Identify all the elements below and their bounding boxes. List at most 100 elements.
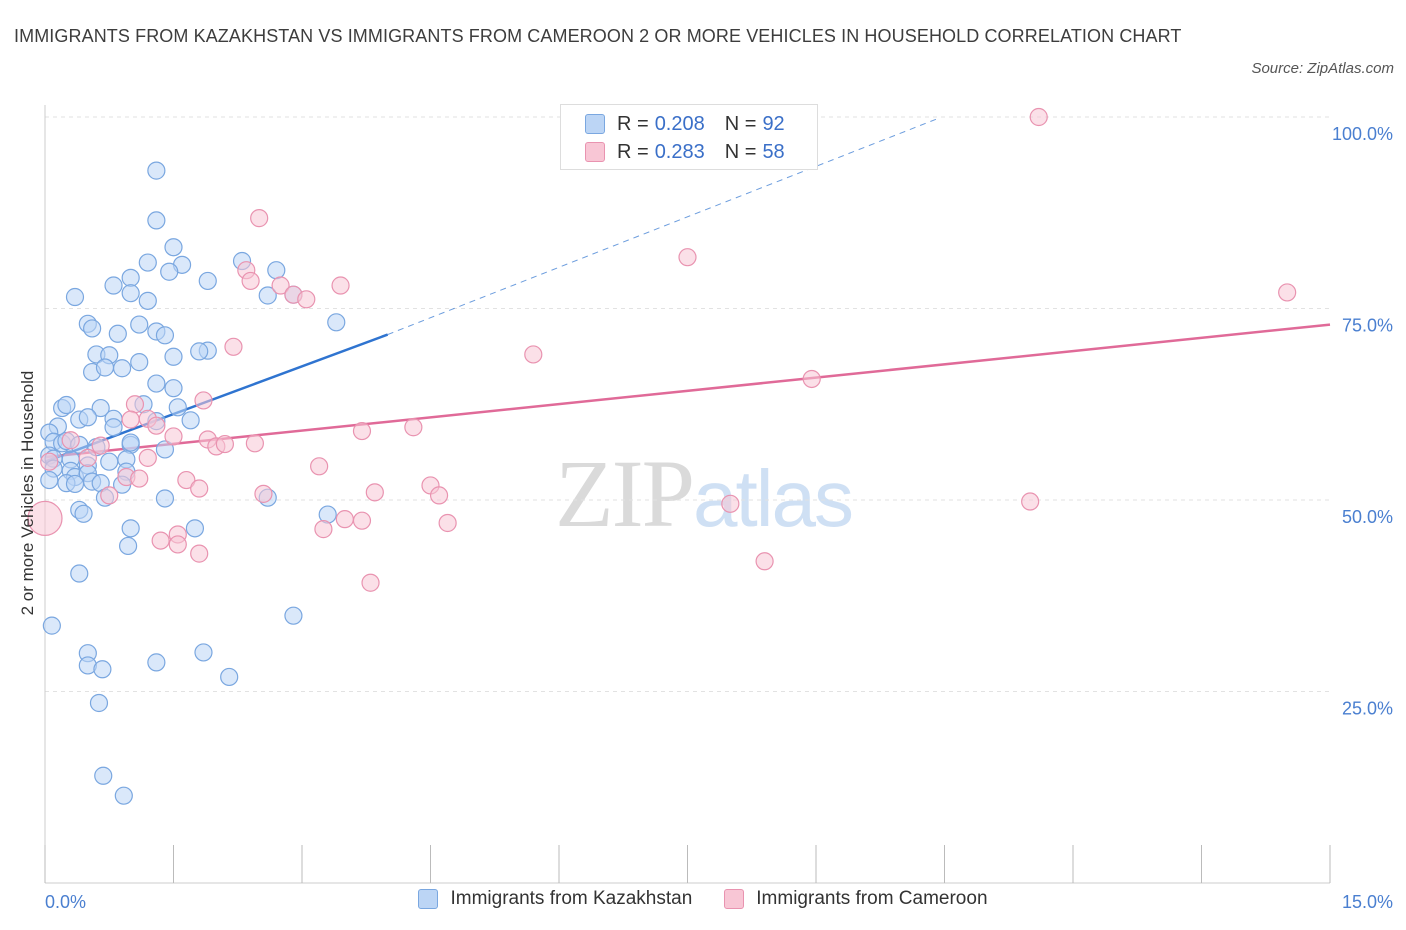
point-cameroon [245,434,264,453]
point-cameroon [164,427,183,446]
point-kazakhstan [114,786,133,805]
point-kazakhstan [40,470,59,490]
y-tick-label: 100.0% [1332,124,1393,144]
point-kazakhstan [198,271,217,291]
point-cameroon [241,271,260,291]
legend-swatch-kazakhstan [585,114,605,134]
point-kazakhstan [104,276,123,295]
y-tick-label: 75.0% [1342,316,1393,336]
legend-n-label: N = [724,140,757,163]
point-kazakhstan [91,398,110,418]
trend-line-cameroon [44,323,1331,459]
x-tick-label: 15.0% [1342,892,1393,912]
point-cameroon [130,469,149,488]
point-cameroon [310,457,329,476]
point-kazakhstan [185,519,205,538]
legend-n-value: 58 [762,140,785,163]
legend-r-value: 0.283 [654,140,705,163]
point-kazakhstan [118,536,138,556]
legend-row-kazakhstan: R = 0.208 N = 92 [585,111,785,137]
legend-row-cameroon: R = 0.283 N = 58 [585,139,785,165]
point-cameroon [78,448,97,467]
point-kazakhstan [164,238,183,257]
point-cameroon [352,511,372,530]
point-kazakhstan [121,433,140,452]
point-kazakhstan [130,353,149,372]
point-cameroon [147,416,166,435]
point-cameroon [331,276,350,295]
point-kazakhstan [108,324,127,343]
watermark-zip: ZIP [555,440,695,547]
point-kazakhstan [258,286,277,305]
point-cameroon [404,418,423,437]
point-cameroon [721,494,740,513]
point-kazakhstan [147,653,166,672]
point-cameroon [40,452,59,471]
point-kazakhstan [130,315,149,334]
point-cameroon [335,510,354,529]
point-kazakhstan [121,284,140,303]
data-points [27,107,1297,805]
point-kazakhstan [95,358,115,377]
bottom-legend-label-cameroon: Immigrants from Cameroon [756,888,988,909]
point-kazakhstan [94,766,113,785]
point-kazakhstan [155,489,175,508]
axes [44,105,1331,884]
point-cameroon [352,421,372,441]
point-kazakhstan [327,313,346,332]
point-cameroon [802,369,821,389]
point-cameroon [121,410,140,429]
point-cameroon [1021,492,1040,511]
point-kazakhstan [57,395,76,415]
x-tick-label: 0.0% [45,892,86,912]
point-kazakhstan [74,504,93,523]
point-cameroon [314,520,333,539]
point-kazakhstan [160,262,179,281]
trend-lines [44,118,1331,463]
point-kazakhstan [155,440,175,459]
point-kazakhstan [190,342,209,361]
point-cameroon [177,470,196,490]
point-cameroon [190,479,209,498]
point-cameroon [1278,283,1297,302]
point-kazakhstan [147,211,166,230]
point-cameroon [91,436,110,455]
point-cameroon [429,486,449,505]
legend-swatch-cameroon [585,142,605,162]
watermark-atlas: atlas [693,454,854,543]
point-cameroon [755,552,774,571]
bottom-legend-swatch-kazakhstan [418,889,439,909]
legend-n-value: 92 [762,112,785,135]
point-kazakhstan [65,287,85,307]
point-kazakhstan [284,606,303,625]
point-cameroon [190,544,209,563]
point-cameroon [215,434,234,454]
bottom-legend-kazakhstan: Immigrants from Kazakhstan [418,888,692,910]
bottom-legend-cameroon: Immigrants from Cameroon [724,888,988,910]
point-kazakhstan [168,398,187,417]
y-tick-label: 50.0% [1342,507,1393,527]
point-kazakhstan [93,660,112,679]
point-kazakhstan [65,474,85,494]
point-kazakhstan [112,359,132,378]
point-kazakhstan [164,347,183,366]
point-cameroon [271,276,290,295]
watermark: ZIPatlas [555,438,854,549]
point-cameroon [1029,107,1048,127]
chart-title: IMMIGRANTS FROM KAZAKHSTAN VS IMMIGRANTS… [14,26,1182,46]
y-axis-label: 2 or more Vehicles in Household [18,371,37,616]
grid-lines [45,116,1330,692]
point-cameroon [224,337,243,356]
point-kazakhstan [147,374,166,393]
point-kazakhstan [42,616,61,635]
point-kazakhstan [121,268,140,287]
legend-r-label: R = [617,140,649,163]
point-cameroon [438,513,457,533]
point-cameroon [361,573,380,592]
point-cameroon [524,345,543,364]
point-kazakhstan [194,643,213,662]
bottom-legend: Immigrants from Kazakhstan Immigrants fr… [0,888,1406,910]
point-kazakhstan [78,408,97,427]
point-kazakhstan [138,291,157,310]
